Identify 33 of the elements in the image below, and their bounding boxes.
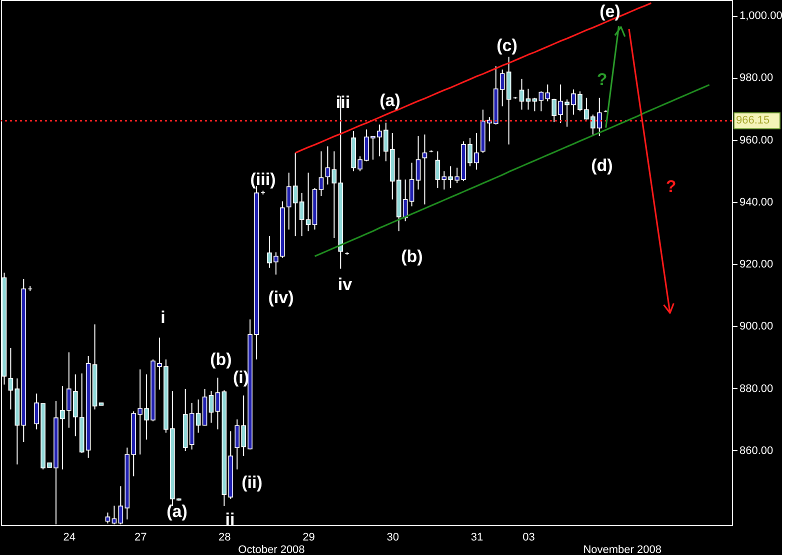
x-tick-label: 27 — [134, 532, 147, 544]
annotation: (d) — [591, 156, 613, 175]
y-tick-label: 860.00 — [740, 444, 774, 457]
x-tick-label: 31 — [470, 532, 484, 544]
annotation: ? — [666, 177, 676, 196]
y-tick-label: 880.00 — [740, 382, 774, 395]
y-tick-label: 980.00 — [740, 72, 774, 84]
annotation: (b) — [401, 247, 423, 266]
annotation: (a) — [380, 91, 400, 110]
text: November 2008 — [583, 544, 662, 556]
x-tick-label: 29 — [302, 532, 315, 544]
y-tick-label: 960.00 — [740, 134, 774, 146]
y-tick-label: 900.00 — [740, 320, 774, 333]
annotation: iv — [338, 275, 353, 294]
annotation: ? — [596, 70, 608, 89]
y-tick-label: 920.00 — [740, 258, 774, 271]
x-tick-label: 30 — [386, 532, 399, 544]
x-tick-label: 03 — [522, 532, 535, 544]
x-tick-label: 24 — [63, 532, 76, 544]
annotation: (a) — [166, 502, 188, 521]
annotation: i — [160, 308, 166, 327]
ref-line-label: 966.15 — [736, 114, 770, 127]
annotation: ii — [225, 510, 235, 529]
annotation: (iv) — [268, 288, 294, 307]
y-tick-label: 1,000.00 — [740, 10, 782, 22]
annotation: (e) — [600, 2, 620, 21]
text: October 2008 — [238, 544, 305, 556]
annotation: (ii) — [242, 473, 262, 492]
y-tick-label: 940.00 — [740, 196, 774, 208]
annotation: (iii) — [250, 170, 276, 189]
x-tick-label: 28 — [218, 532, 231, 544]
annotation: (b) — [210, 350, 232, 369]
annotation: (c) — [496, 36, 518, 55]
